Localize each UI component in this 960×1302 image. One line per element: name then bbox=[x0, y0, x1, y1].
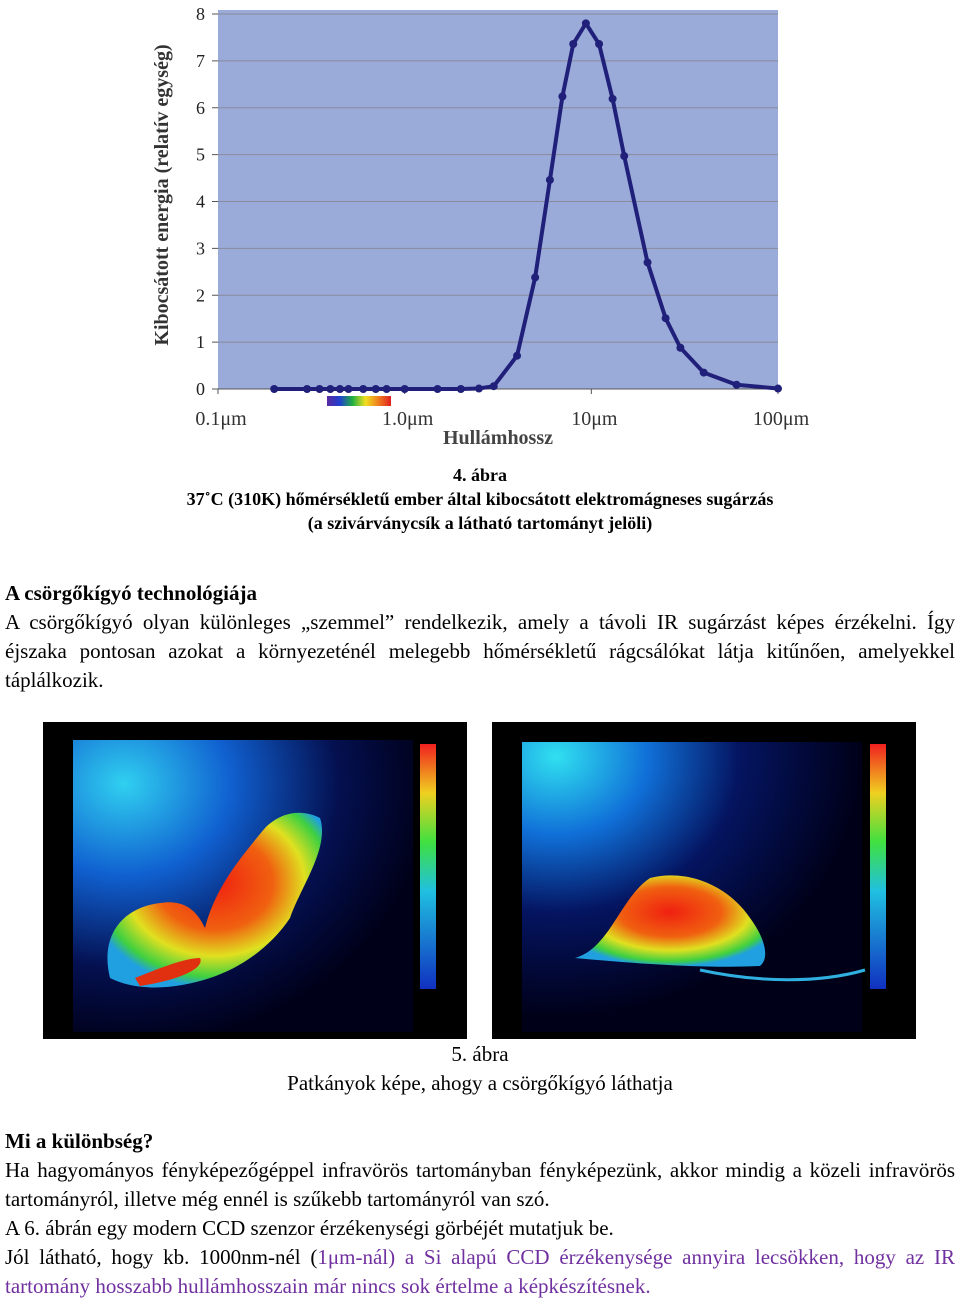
data-point bbox=[581, 19, 590, 28]
paragraph: A 6. ábrán egy modern CCD szenzor érzéke… bbox=[5, 1216, 614, 1240]
caption-line: 4. ábra bbox=[453, 465, 507, 485]
data-point bbox=[326, 385, 335, 393]
plot-area bbox=[218, 10, 778, 389]
section: A csörgőkígyó technológiája A csörgőkígy… bbox=[5, 579, 955, 695]
data-point bbox=[303, 385, 312, 393]
color-bar bbox=[420, 744, 436, 989]
data-point bbox=[371, 385, 380, 393]
rat-shape bbox=[107, 812, 323, 988]
highlighted-text: 1μm-nál) a Si alapú CCD érzékenysége ann… bbox=[5, 1245, 955, 1298]
y-tick-label: 7 bbox=[196, 51, 205, 71]
data-point bbox=[545, 175, 554, 184]
heading: A csörgőkígyó technológiája bbox=[5, 581, 257, 605]
data-point bbox=[456, 385, 465, 393]
y-tick-label: 8 bbox=[196, 4, 205, 24]
data-point bbox=[335, 385, 344, 393]
paragraph: Ha hagyományos fényképezőgéppel infravör… bbox=[5, 1158, 955, 1211]
data-point bbox=[558, 92, 567, 101]
y-tick-label: 2 bbox=[196, 285, 205, 305]
data-point bbox=[676, 343, 685, 352]
y-tick-label: 1 bbox=[196, 332, 205, 352]
chart: Kibocsátott energia (relatív egység) Hul… bbox=[151, 4, 810, 449]
data-point bbox=[474, 384, 483, 393]
color-bar bbox=[870, 744, 886, 989]
y-tick-label: 3 bbox=[196, 238, 205, 258]
figure-caption: 5. ábra Patkányok képe, ahogy a csörgőkí… bbox=[0, 1040, 960, 1098]
data-point bbox=[433, 385, 442, 393]
thermal-images bbox=[43, 722, 916, 1039]
x-axis-label: Hullámhossz bbox=[443, 427, 553, 449]
y-axis-label: Kibocsátott energia (relatív egység) bbox=[151, 44, 173, 345]
data-point bbox=[513, 351, 522, 360]
data-point bbox=[661, 314, 670, 323]
data-point bbox=[774, 384, 782, 393]
data-point bbox=[489, 382, 498, 391]
y-tick-label: 0 bbox=[196, 379, 205, 399]
visible-band bbox=[327, 396, 391, 406]
y-tick-label: 5 bbox=[196, 145, 205, 165]
x-tick-label: 1.0μm bbox=[382, 408, 434, 430]
y-tick-label: 6 bbox=[196, 98, 205, 118]
section: Mi a különbség? Ha hagyományos fényképez… bbox=[5, 1127, 955, 1301]
x-tick-label: 10μm bbox=[571, 408, 618, 430]
paragraph: Jól látható, hogy kb. 1000nm-nél (1μm-ná… bbox=[5, 1243, 955, 1301]
rat-tail bbox=[699, 968, 866, 982]
paragraph: A csörgőkígyó olyan különleges „szemmel”… bbox=[5, 610, 955, 692]
data-point bbox=[400, 385, 409, 393]
figure-caption: 4. ábra 37˚C (310K) hőmérsékletű ember á… bbox=[0, 463, 960, 535]
rat-tail bbox=[135, 958, 201, 986]
data-point bbox=[344, 385, 353, 393]
data-point bbox=[643, 258, 652, 267]
heading: Mi a különbség? bbox=[5, 1129, 154, 1153]
data-point bbox=[595, 40, 604, 48]
data-point bbox=[531, 273, 540, 282]
data-point bbox=[608, 94, 617, 103]
data-point bbox=[315, 385, 324, 393]
data-point bbox=[732, 380, 741, 389]
data-point bbox=[382, 385, 391, 393]
caption-line: (a szivárványcsík a látható tartományt j… bbox=[307, 513, 653, 533]
x-tick-label: 0.1μm bbox=[195, 408, 247, 430]
caption-line: Patkányok képe, ahogy a csörgőkígyó láth… bbox=[287, 1071, 673, 1095]
data-point bbox=[620, 152, 629, 161]
text: Jól látható, hogy kb. 1000nm-nél ( bbox=[5, 1245, 318, 1269]
caption-line: 37˚C (310K) hőmérsékletű ember által kib… bbox=[186, 489, 774, 509]
data-point bbox=[359, 385, 368, 393]
y-tick-label: 4 bbox=[196, 192, 205, 212]
rat-shape bbox=[575, 875, 766, 967]
caption-line: 5. ábra bbox=[451, 1042, 509, 1066]
x-tick-label: 100μm bbox=[753, 408, 810, 430]
data-point bbox=[699, 368, 708, 377]
data-point bbox=[569, 40, 578, 48]
data-point bbox=[270, 385, 279, 393]
